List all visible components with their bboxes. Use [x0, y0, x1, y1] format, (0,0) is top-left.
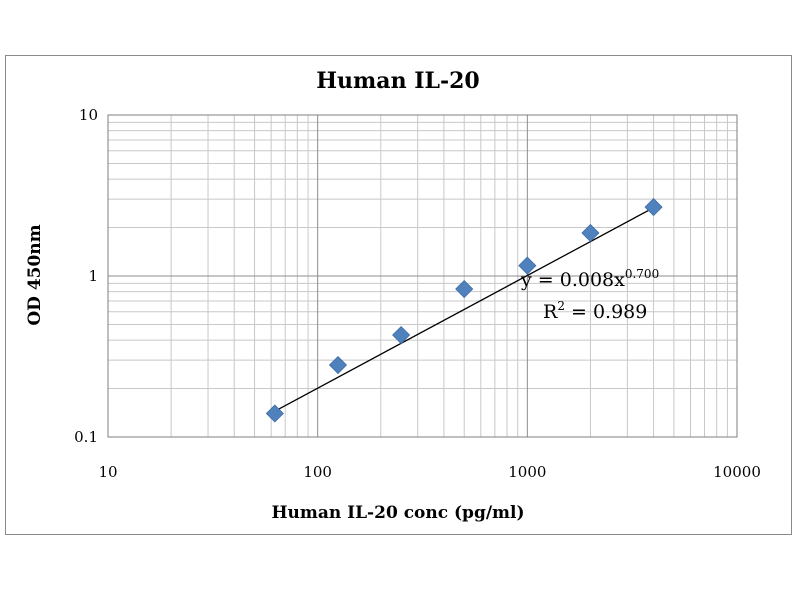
x-tick-label: 100: [303, 463, 332, 481]
y-axis-label: OD 450nm: [25, 224, 45, 325]
tick-labels: 10 100 1000 10000 0.1 1 10: [74, 106, 761, 481]
trendline-equation: y = 0.008x0.700: [520, 267, 659, 291]
data-point-marker: [392, 325, 411, 345]
r2-prefix: R: [543, 301, 558, 323]
data-point-marker: [518, 256, 537, 275]
trendline-r-squared: R2 = 0.989: [543, 299, 647, 323]
x-tick-label: 10: [98, 463, 117, 481]
y-tick-label: 1: [88, 267, 98, 285]
x-tick-label: 10000: [713, 463, 761, 481]
x-tick-label: 1000: [508, 463, 546, 481]
r2-power: 2: [557, 299, 565, 313]
equation-exponent: 0.700: [625, 267, 659, 281]
y-tick-label: 10: [79, 106, 98, 124]
chart-title: Human IL-20: [316, 68, 479, 94]
plot-border: [107, 114, 738, 438]
x-axis-label: Human IL-20 conc (pg/ml): [271, 503, 524, 523]
data-point-marker: [581, 223, 600, 243]
data-point-marker: [644, 198, 663, 217]
r2-value: = 0.989: [565, 301, 647, 323]
data-points: [265, 198, 663, 423]
y-tick-label: 0.1: [74, 428, 98, 446]
equation-prefix: y = 0.008x: [520, 269, 625, 291]
data-point-marker: [265, 404, 284, 423]
chart-frame: [5, 55, 792, 535]
data-point-marker: [455, 279, 474, 299]
data-point-marker: [328, 355, 348, 375]
